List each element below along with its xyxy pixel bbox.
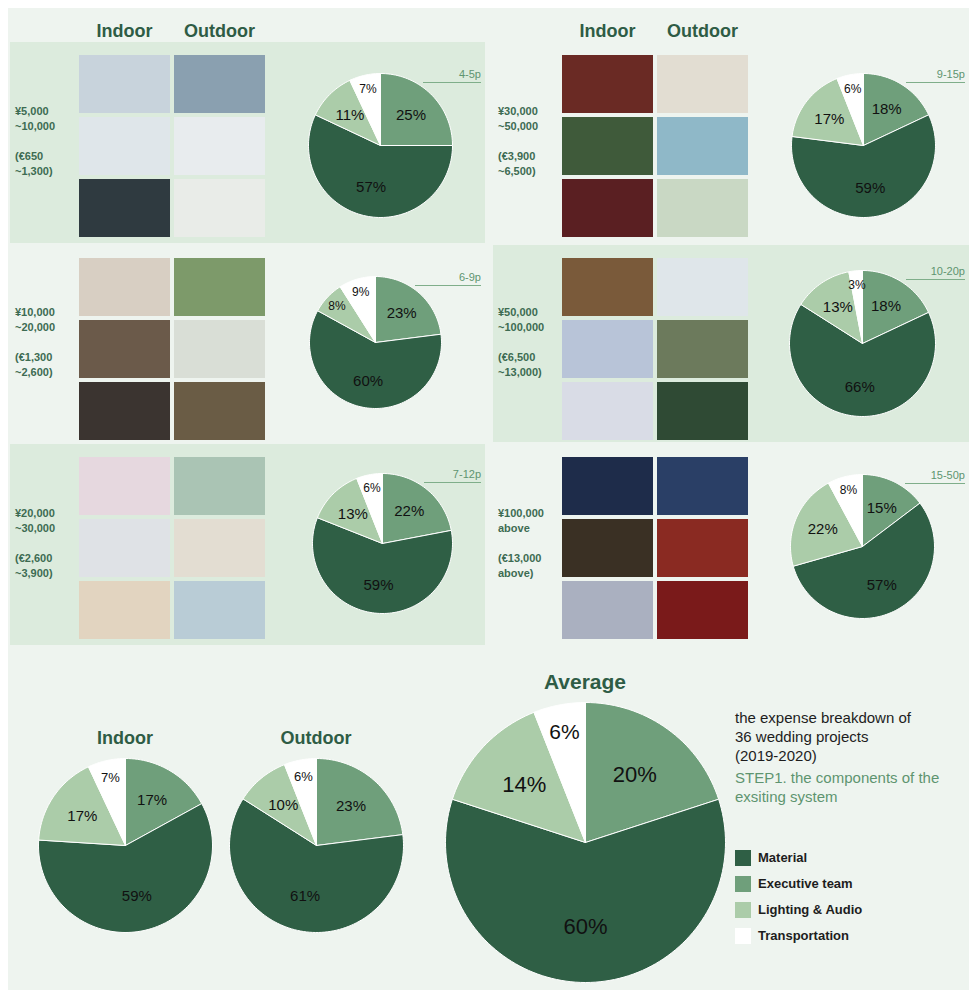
svg-text:7%: 7% [101, 770, 120, 785]
svg-text:66%: 66% [845, 378, 875, 395]
html-text:Indoor: Indoor [579, 21, 636, 41]
html-text:¥20,000 ~30,000 (€2,600 ~3,900: ¥20,000 ~30,000 (€2,600 ~3,900) [15, 506, 56, 579]
html-text:6-9p: 6-9p [459, 271, 481, 283]
svg-text:10%: 10% [268, 796, 298, 813]
html-text:Average: Average [543, 670, 626, 693]
svg-text:17%: 17% [67, 807, 97, 824]
svg-text:22%: 22% [394, 502, 424, 519]
svg-text:23%: 23% [336, 797, 366, 814]
svg-text:8%: 8% [840, 483, 858, 497]
svg-text:59%: 59% [122, 887, 152, 904]
html-text:¥10,000 ~20,000 (€1,300 ~2,600: ¥10,000 ~20,000 (€1,300 ~2,600) [15, 305, 56, 378]
html-text:Lighting & Audio: Lighting & Audio [758, 902, 863, 917]
svg-text:13%: 13% [823, 298, 853, 315]
svg-text:8%: 8% [328, 299, 346, 313]
html-text:4-5p: 4-5p [459, 68, 481, 80]
svg-text:14%: 14% [502, 772, 546, 797]
svg-text:25%: 25% [396, 106, 426, 123]
svg-text:59%: 59% [855, 179, 885, 196]
svg-text:20%: 20% [613, 762, 657, 787]
svg-text:61%: 61% [290, 887, 320, 904]
html-text:10-20p: 10-20p [930, 265, 965, 277]
html-text:15-50p: 15-50p [930, 469, 965, 481]
svg-text:22%: 22% [808, 520, 838, 537]
html-text:7-12p: 7-12p [452, 468, 481, 480]
html-text:9-15p: 9-15p [936, 68, 965, 80]
html-text:the expense breakdown of 36 we: the expense breakdown of 36 wedding proj… [735, 709, 911, 764]
html-text:Material: Material [758, 850, 808, 865]
svg-text:13%: 13% [338, 505, 368, 522]
svg-text:15%: 15% [867, 499, 897, 516]
svg-text:59%: 59% [364, 576, 394, 593]
svg-text:6%: 6% [549, 720, 579, 743]
svg-text:3%: 3% [848, 278, 866, 292]
svg-text:7%: 7% [359, 82, 377, 96]
svg-text:18%: 18% [871, 297, 901, 314]
svg-text:23%: 23% [387, 304, 417, 321]
svg-text:17%: 17% [814, 110, 844, 127]
html-text:Executive team: Executive team [758, 876, 853, 891]
html-text:Transportation: Transportation [758, 928, 849, 943]
svg-text:60%: 60% [353, 372, 383, 389]
svg-text:6%: 6% [294, 769, 313, 784]
svg-text:9%: 9% [352, 285, 370, 299]
svg-text:57%: 57% [867, 576, 897, 593]
html-text:Outdoor: Outdoor [280, 728, 352, 748]
html-text:¥30,000 ~50,000 (€3,900 ~6,500: ¥30,000 ~50,000 (€3,900 ~6,500) [498, 104, 539, 177]
html-text:Outdoor: Outdoor [667, 21, 738, 41]
svg-text:60%: 60% [563, 914, 607, 939]
svg-text:11%: 11% [335, 106, 364, 123]
svg-text:6%: 6% [844, 82, 862, 96]
html-text:Outdoor: Outdoor [184, 21, 255, 41]
html-text:Indoor: Indoor [97, 728, 153, 748]
html-text:¥5,000 ~10,000 (€650 ~1,300): ¥5,000 ~10,000 (€650 ~1,300) [15, 104, 56, 177]
svg-text:18%: 18% [872, 100, 902, 117]
html-text:¥100,000 above (€13,000 above): ¥100,000 above (€13,000 above) [498, 506, 544, 579]
html-text:STEP1. the components of the e: STEP1. the components of the exsiting sy… [735, 769, 940, 805]
svg-text:6%: 6% [363, 481, 381, 495]
svg-text:57%: 57% [356, 178, 386, 195]
html-text:Indoor: Indoor [96, 21, 153, 41]
html-text:¥50,000 ~100,000 (€6,500 ~13,0: ¥50,000 ~100,000 (€6,500 ~13,000) [498, 305, 545, 378]
svg-text:17%: 17% [137, 791, 167, 808]
